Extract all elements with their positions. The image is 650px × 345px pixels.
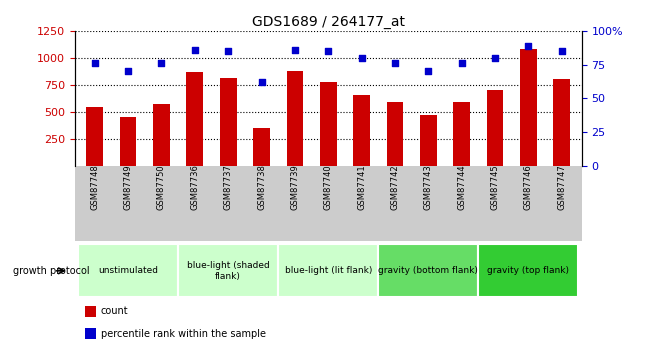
Bar (553, 79, 570, 166)
Point (123, 69, 133, 74)
Text: gravity (bottom flank): gravity (bottom flank) (378, 266, 478, 275)
Bar (353, 95, 370, 166)
Text: blue-light (lit flank): blue-light (lit flank) (285, 266, 372, 275)
Point (323, 49, 333, 54)
Text: percentile rank within the sample: percentile rank within the sample (101, 329, 266, 339)
Bar (84, 306, 96, 317)
Bar (420, 115, 437, 166)
Bar (220, 78, 237, 166)
Point (390, 61, 400, 66)
Text: unstimulated: unstimulated (98, 266, 158, 275)
Bar (520, 49, 537, 166)
Bar (254, 128, 270, 166)
Point (223, 49, 233, 54)
FancyBboxPatch shape (478, 244, 578, 297)
Point (156, 61, 166, 66)
Bar (86, 107, 103, 166)
Point (90, 61, 100, 66)
Point (290, 47, 300, 53)
FancyBboxPatch shape (378, 244, 478, 297)
Bar (487, 90, 503, 166)
Point (523, 43, 534, 49)
Text: count: count (101, 306, 129, 316)
FancyBboxPatch shape (278, 244, 378, 297)
Bar (387, 101, 403, 166)
Title: GDS1689 / 264177_at: GDS1689 / 264177_at (252, 14, 405, 29)
Bar (120, 117, 136, 166)
FancyBboxPatch shape (78, 244, 178, 297)
Point (256, 79, 266, 85)
Point (423, 69, 434, 74)
Text: gravity (top flank): gravity (top flank) (488, 266, 569, 275)
Bar (84, 328, 96, 339)
Bar (153, 104, 170, 166)
Point (456, 61, 467, 66)
Point (556, 49, 567, 54)
Point (190, 47, 200, 53)
Bar (453, 102, 470, 166)
Bar (320, 82, 337, 166)
Text: blue-light (shaded
flank): blue-light (shaded flank) (187, 261, 270, 280)
Point (356, 55, 367, 61)
Point (490, 55, 501, 61)
Text: growth protocol: growth protocol (13, 266, 90, 276)
FancyBboxPatch shape (178, 244, 278, 297)
Bar (287, 71, 304, 166)
Bar (187, 72, 203, 166)
